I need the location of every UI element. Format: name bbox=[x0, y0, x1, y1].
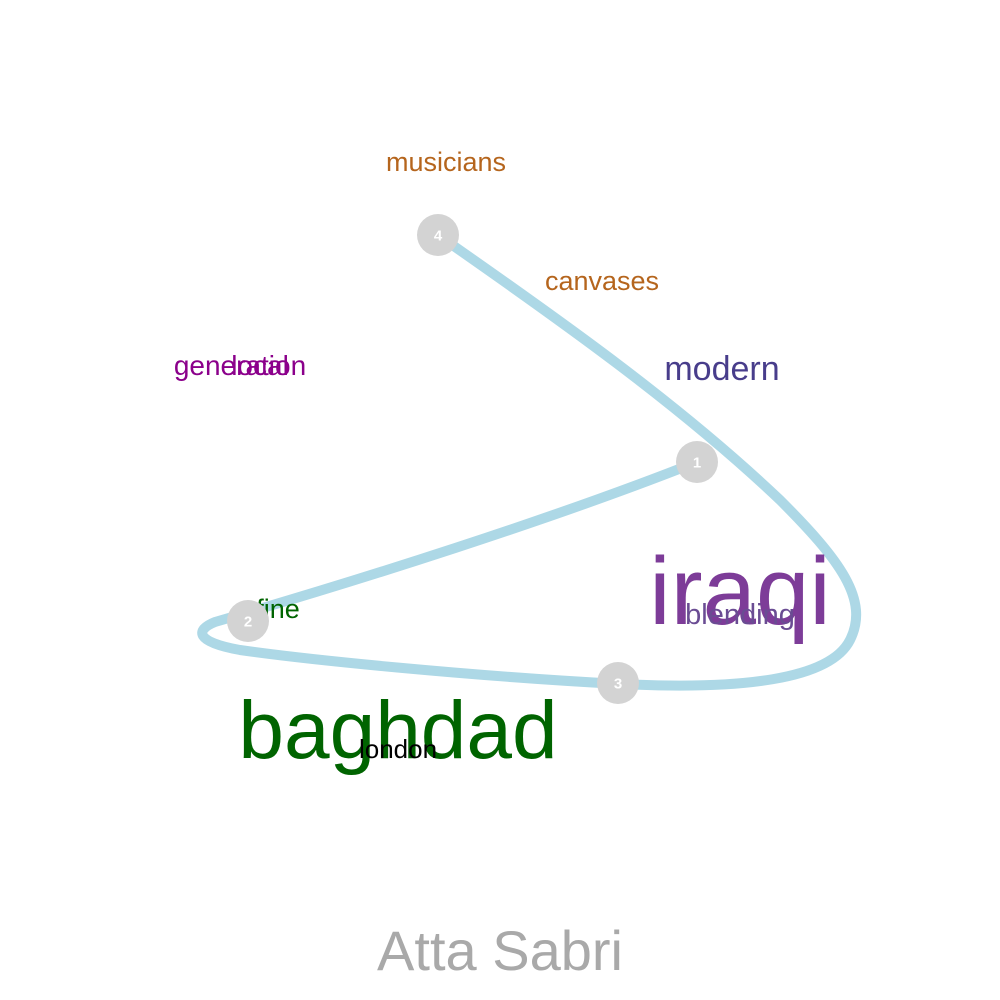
word-local: local bbox=[231, 350, 289, 381]
word-generation: generation bbox=[174, 350, 306, 381]
node-circle bbox=[597, 662, 639, 704]
node-3: 3 bbox=[597, 662, 639, 704]
node-label: 2 bbox=[244, 614, 252, 631]
node-circle bbox=[417, 214, 459, 256]
word-iraqi: iraqi bbox=[649, 538, 830, 645]
diagram-title: Atta Sabri bbox=[377, 919, 623, 982]
node-1: 1 bbox=[676, 441, 718, 483]
word-london: london bbox=[359, 734, 437, 764]
word-canvases: canvases bbox=[545, 266, 659, 296]
node-2: 2 bbox=[227, 600, 269, 642]
word-musicians: musicians bbox=[386, 147, 506, 177]
word-blending: blending bbox=[685, 599, 795, 631]
node-label: 3 bbox=[614, 676, 622, 693]
node-label: 4 bbox=[434, 228, 443, 245]
node-4: 4 bbox=[417, 214, 459, 256]
node-circle bbox=[227, 600, 269, 642]
word-modern: modern bbox=[664, 350, 779, 388]
node-label: 1 bbox=[693, 455, 701, 472]
node-circle bbox=[676, 441, 718, 483]
word-baghdad: baghdad bbox=[238, 685, 557, 776]
